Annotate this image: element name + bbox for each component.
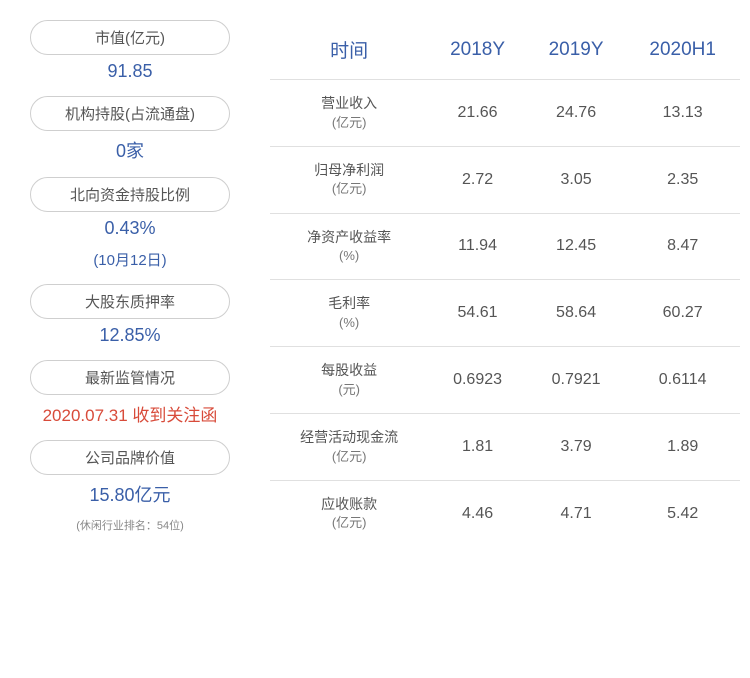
value-cell: 54.61 <box>428 280 527 347</box>
value-cell: 3.79 <box>527 413 626 480</box>
col-header-2019: 2019Y <box>527 20 626 80</box>
table-row: 每股收益 (元) 0.69230.79210.6114 <box>270 347 740 414</box>
metric-value-regulatory: 2020.07.31 收到关注函 <box>43 401 218 426</box>
value-cell: 21.66 <box>428 80 527 147</box>
metric-name: 净资产收益率 <box>307 229 391 245</box>
metric-name: 每股收益 <box>321 362 377 378</box>
metric-value-pledge: 12.85% <box>99 325 160 346</box>
value-cell: 8.47 <box>625 213 740 280</box>
value-cell: 0.6114 <box>625 347 740 414</box>
table-row: 毛利率 (%) 54.6158.6460.27 <box>270 280 740 347</box>
metric-name: 应收账款 <box>321 496 377 512</box>
metric-name-cell: 归母净利润 (亿元) <box>270 146 428 213</box>
value-cell: 5.42 <box>625 480 740 546</box>
table-row: 应收账款 (亿元) 4.464.715.42 <box>270 480 740 546</box>
metric-pill-pledge: 大股东质押率 <box>30 284 230 319</box>
table-body: 营业收入 (亿元) 21.6624.7613.13 归母净利润 (亿元) 2.723.05… <box>270 80 740 547</box>
metric-unit: (元) <box>278 381 420 399</box>
financial-table-region: 时间 2018Y 2019Y 2020H1 营业收入 (亿元) 21.6624.76… <box>250 20 740 658</box>
metric-pill-market-cap: 市值(亿元) <box>30 20 230 55</box>
metric-name: 归母净利润 <box>314 162 384 178</box>
metric-name-cell: 毛利率 (%) <box>270 280 428 347</box>
financial-table: 时间 2018Y 2019Y 2020H1 营业收入 (亿元) 21.6624.76… <box>270 20 740 546</box>
col-header-2018: 2018Y <box>428 20 527 80</box>
table-row: 净资产收益率 (%) 11.9412.458.47 <box>270 213 740 280</box>
metric-unit: (亿元) <box>278 180 420 198</box>
table-row: 经营活动现金流 (亿元) 1.813.791.89 <box>270 413 740 480</box>
metric-unit: (亿元) <box>278 448 420 466</box>
metric-value-northbound: 0.43% <box>104 218 155 239</box>
value-cell: 58.64 <box>527 280 626 347</box>
value-cell: 1.81 <box>428 413 527 480</box>
value-cell: 11.94 <box>428 213 527 280</box>
metric-name-cell: 每股收益 (元) <box>270 347 428 414</box>
value-cell: 4.71 <box>527 480 626 546</box>
metric-pill-northbound: 北向资金持股比例 <box>30 177 230 212</box>
value-cell: 13.13 <box>625 80 740 147</box>
value-cell: 0.7921 <box>527 347 626 414</box>
col-header-time: 时间 <box>270 20 428 80</box>
metric-name-cell: 经营活动现金流 (亿元) <box>270 413 428 480</box>
value-cell: 1.89 <box>625 413 740 480</box>
value-cell: 3.05 <box>527 146 626 213</box>
value-cell: 2.35 <box>625 146 740 213</box>
metric-value-inst-holding: 0家 <box>116 137 144 163</box>
metric-name-cell: 营业收入 (亿元) <box>270 80 428 147</box>
value-cell: 12.45 <box>527 213 626 280</box>
metric-unit: (亿元) <box>278 514 420 532</box>
left-metrics-column: 市值(亿元) 91.85 机构持股(占流通盘) 0家 北向资金持股比例 0.43… <box>10 20 250 658</box>
value-cell: 60.27 <box>625 280 740 347</box>
col-header-2020h1: 2020H1 <box>625 20 740 80</box>
metric-name: 经营活动现金流 <box>300 429 398 445</box>
metric-pill-inst-holding: 机构持股(占流通盘) <box>30 96 230 131</box>
table-row: 归母净利润 (亿元) 2.723.052.35 <box>270 146 740 213</box>
table-row: 营业收入 (亿元) 21.6624.7613.13 <box>270 80 740 147</box>
metric-name: 毛利率 <box>328 295 370 311</box>
metric-pill-brand: 公司品牌价值 <box>30 440 230 475</box>
value-cell: 2.72 <box>428 146 527 213</box>
value-cell: 24.76 <box>527 80 626 147</box>
metric-name: 营业收入 <box>321 95 377 111</box>
table-header-row: 时间 2018Y 2019Y 2020H1 <box>270 20 740 80</box>
value-cell: 0.6923 <box>428 347 527 414</box>
metric-pill-regulatory: 最新监管情况 <box>30 360 230 395</box>
metric-unit: (%) <box>278 247 420 265</box>
metric-note-brand: (休闲行业排名：54位) <box>76 517 184 533</box>
metric-value-market-cap: 91.85 <box>107 61 152 82</box>
metric-name-cell: 应收账款 (亿元) <box>270 480 428 546</box>
value-cell: 4.46 <box>428 480 527 546</box>
metric-unit: (亿元) <box>278 114 420 132</box>
metric-value-brand: 15.80亿元 <box>89 481 170 507</box>
metric-sub-northbound: (10月12日) <box>93 249 166 270</box>
metric-unit: (%) <box>278 314 420 332</box>
metric-name-cell: 净资产收益率 (%) <box>270 213 428 280</box>
